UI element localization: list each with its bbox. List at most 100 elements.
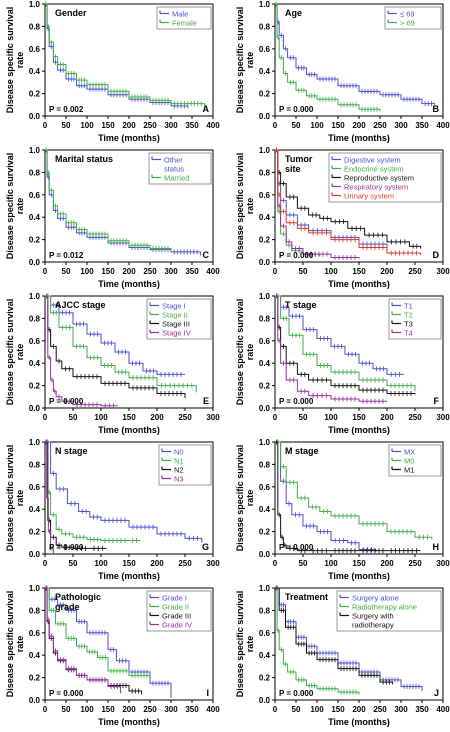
x-tick-label: 150 <box>101 121 115 130</box>
x-tick-label: 400 <box>206 121 220 130</box>
panel-letter: F <box>434 396 440 406</box>
y-tick-label: 0.2 <box>259 382 271 391</box>
panel-f: 0.0 0.2 0.4 0.6 0.8 1.0 0 50 100 150 200 250 300 Time… <box>235 292 450 435</box>
p-value: P = 0.000 <box>279 689 314 698</box>
y-axis-label: Disease specific survivalrate <box>235 299 255 406</box>
x-tick-label: 200 <box>380 559 394 568</box>
km-curve-grade-iv <box>45 587 122 694</box>
legend-entry: N1 <box>174 457 184 466</box>
km-curve-t1 <box>275 295 404 375</box>
panel-letter: I <box>206 688 209 698</box>
x-tick-label: 300 <box>206 559 220 568</box>
km-curve-n0 <box>45 441 203 543</box>
legend-box <box>336 590 442 632</box>
y-tick-label: 0.0 <box>259 404 271 413</box>
y-tick-label: 0.2 <box>259 674 271 683</box>
x-tick-label: 0 <box>273 413 278 422</box>
x-tick-label: 0 <box>273 705 278 714</box>
p-value: P = 0.000 <box>279 397 314 406</box>
km-curve-t3 <box>275 295 416 395</box>
y-tick-label: 0.2 <box>259 90 271 99</box>
legend-entry: Stage I <box>162 302 186 311</box>
panel-letter: E <box>203 396 209 406</box>
km-curve-grade-i <box>45 587 172 698</box>
x-tick-label: 350 <box>185 705 199 714</box>
legend-box <box>148 152 212 185</box>
y-axis-label: Disease specific survivalrate <box>5 591 25 698</box>
x-tick-label: 0 <box>43 413 48 422</box>
panel-letter: G <box>202 542 209 552</box>
legend-entry: Urinary system <box>344 192 394 201</box>
y-tick-label: 0.4 <box>29 505 41 514</box>
y-tick-label: 1.0 <box>259 0 271 9</box>
legend-entry: T2 <box>404 311 413 320</box>
y-axis-label: Disease specific survivalrate <box>5 153 25 260</box>
x-tick-label: 250 <box>143 267 157 276</box>
panel-title: Treatment <box>285 592 328 602</box>
p-value: P = 0.012 <box>49 251 84 260</box>
y-tick-label: 1.0 <box>259 438 271 447</box>
x-tick-label: 100 <box>324 267 338 276</box>
y-axis-label: Disease specific survivalrate <box>5 445 25 552</box>
x-axis-label: Time (months) <box>328 279 390 289</box>
legend-entry: Grade II <box>162 603 189 612</box>
y-tick-label: 0.8 <box>29 22 41 31</box>
x-tick-label: 150 <box>352 559 366 568</box>
x-tick-label: 150 <box>352 413 366 422</box>
km-curve-female <box>45 3 206 108</box>
legend-entry: Stage II <box>162 311 188 320</box>
km-curve-urinary-system <box>275 149 422 256</box>
legend-entry: ≤ 69 <box>400 10 415 19</box>
y-tick-label: 0.2 <box>29 90 41 99</box>
km-curve-stage-ii <box>45 295 197 393</box>
x-tick-label: 50 <box>62 705 71 714</box>
panel-h: 0.0 0.2 0.4 0.6 0.8 1.0 0 50 100 150 200 250 300 Time… <box>235 438 450 581</box>
y-tick-label: 0.0 <box>259 112 271 121</box>
y-tick-label: 0.4 <box>259 651 271 660</box>
x-tick-label: 50 <box>292 705 301 714</box>
km-curve-n1 <box>45 441 141 542</box>
legend-entry: Radiotherapy alone <box>352 603 417 612</box>
panel-g: 0.0 0.2 0.4 0.6 0.8 1.0 0 50 100 150 200 250 300 Time… <box>5 438 220 581</box>
legend-entry: Married <box>164 174 189 183</box>
x-tick-label: 200 <box>380 413 394 422</box>
y-tick-label: 0.0 <box>29 696 41 705</box>
x-tick-label: 150 <box>101 705 115 714</box>
panel-title: site <box>285 164 301 174</box>
km-curve-radiotherapy-alone <box>275 587 360 695</box>
y-tick-label: 0.8 <box>29 314 41 323</box>
x-axis-label: Time (months) <box>328 425 390 435</box>
y-tick-label: 1.0 <box>29 0 41 9</box>
x-tick-label: 0 <box>43 267 48 276</box>
x-tick-label: 100 <box>94 413 108 422</box>
x-tick-label: 300 <box>436 559 450 568</box>
km-curve-other-status <box>45 149 201 256</box>
km-curve--69 <box>275 3 381 112</box>
panel-title: grade <box>55 602 80 612</box>
legend-entry: Male <box>172 10 188 19</box>
y-tick-label: 0.8 <box>259 460 271 469</box>
x-axis-label: Time (months) <box>98 425 160 435</box>
km-curve-stage-i <box>45 295 185 375</box>
legend-entry: Grade IV <box>162 621 192 630</box>
y-tick-label: 0.2 <box>259 528 271 537</box>
km-curve-n2 <box>45 441 107 549</box>
x-tick-label: 0 <box>43 559 48 568</box>
p-value: P = 0.000 <box>279 251 314 260</box>
panel-letter: A <box>203 104 210 114</box>
y-axis-label: Disease specific survivalrate <box>235 445 255 552</box>
km-curve-m0 <box>275 441 433 540</box>
panel-title: AJCC stage <box>55 300 106 310</box>
y-tick-label: 0.6 <box>29 483 41 492</box>
y-tick-label: 1.0 <box>29 146 41 155</box>
x-axis-label: Time (months) <box>328 717 390 727</box>
y-axis-label: Disease specific survivalrate <box>235 591 255 698</box>
x-tick-label: 250 <box>408 413 422 422</box>
y-axis-label: Disease specific survivalrate <box>235 7 255 114</box>
x-tick-label: 200 <box>122 121 136 130</box>
x-tick-label: 400 <box>436 121 450 130</box>
x-tick-label: 300 <box>394 705 408 714</box>
y-tick-label: 0.0 <box>29 550 41 559</box>
legend-entry: Digestive system <box>344 156 401 165</box>
x-tick-label: 300 <box>164 121 178 130</box>
